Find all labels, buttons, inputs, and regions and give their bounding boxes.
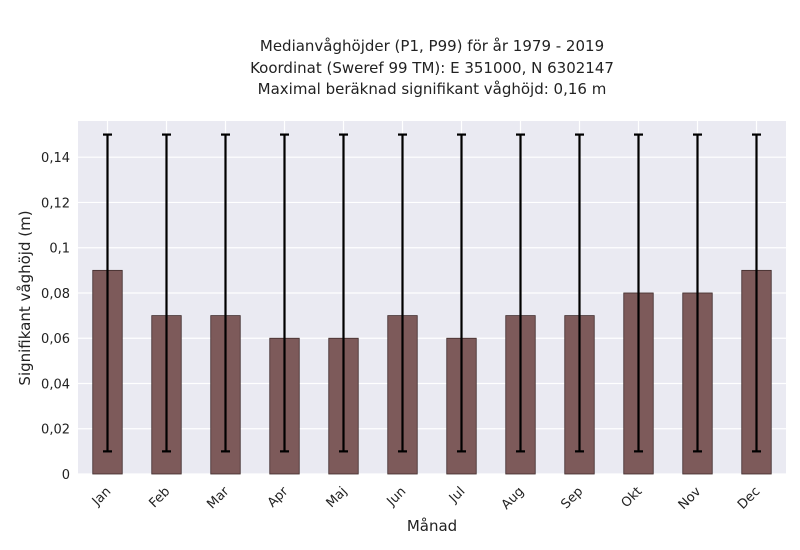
y-tick-label: 0,06 <box>41 332 70 347</box>
x-tick-label-apr: Apr <box>265 484 292 511</box>
error-bar-apr <box>280 133 289 453</box>
plot-area <box>78 121 786 474</box>
x-tick-label-maj: Maj <box>324 484 351 511</box>
x-tick-label-dec: Dec <box>735 484 763 512</box>
y-tick-label: 0,08 <box>41 287 70 302</box>
y-tick-label: 0,14 <box>41 151 70 166</box>
error-bar-dec <box>752 133 761 453</box>
x-axis-label: Månad <box>407 517 457 535</box>
chart-title-line-3: Maximal beräknad signifikant våghöjd: 0,… <box>258 80 607 98</box>
error-bar-aug <box>516 133 525 453</box>
y-tick-label: 0,02 <box>41 423 70 438</box>
y-tick-label: 0,1 <box>49 242 70 257</box>
y-tick-label: 0,12 <box>41 196 70 211</box>
y-tick-label: 0,04 <box>41 377 70 392</box>
x-tick-label-okt: Okt <box>619 484 646 511</box>
error-bar-okt <box>634 133 643 453</box>
x-tick-label-nov: Nov <box>676 484 705 513</box>
x-tick-label-mar: Mar <box>204 484 232 512</box>
y-axis-label: Signifikant våghöjd (m) <box>16 210 34 385</box>
error-bar-mar <box>221 133 230 453</box>
chart-title-line-2: Koordinat (Sweref 99 TM): E 351000, N 63… <box>250 59 614 77</box>
x-tick-label-feb: Feb <box>146 484 173 511</box>
error-bar-maj <box>339 133 348 453</box>
error-bar-nov <box>693 133 702 453</box>
error-bars <box>103 133 761 453</box>
chart-title: Medianvåghöjder (P1, P99) för år 1979 - … <box>250 37 614 98</box>
error-bar-feb <box>162 133 171 453</box>
x-tick-label-jul: Jul <box>446 484 468 506</box>
error-bar-jul <box>457 133 466 453</box>
x-tick-label-jan: Jan <box>89 484 114 509</box>
x-tick-label-sep: Sep <box>558 484 586 512</box>
error-bar-jan <box>103 133 112 453</box>
x-axis-ticks: Jan Feb Mar Apr Maj Jun Jul Aug Sep Okt Nov Dec <box>89 484 763 513</box>
y-axis-ticks: 0 0,02 0,04 0,06 0,08 0,1 0,12 0,14 <box>41 151 70 483</box>
x-tick-label-aug: Aug <box>499 484 528 513</box>
error-bar-sep <box>575 133 584 453</box>
error-bar-jun <box>398 133 407 453</box>
chart-title-line-1: Medianvåghöjder (P1, P99) för år 1979 - … <box>260 37 604 55</box>
y-tick-label: 0 <box>62 468 70 483</box>
x-tick-label-jun: Jun <box>384 484 410 510</box>
